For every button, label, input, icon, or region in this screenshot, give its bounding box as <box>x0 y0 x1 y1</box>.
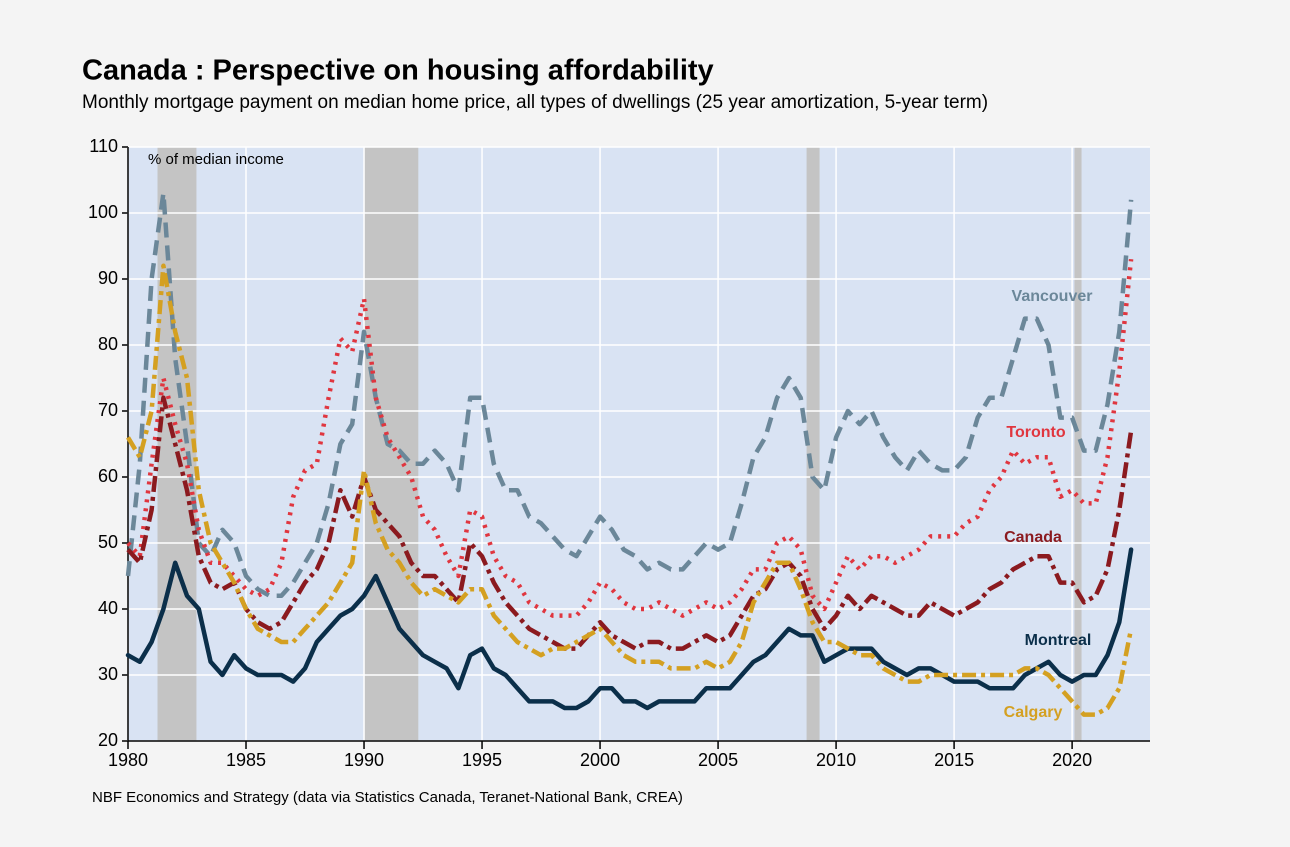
y-tick-label: 30 <box>98 664 118 684</box>
series-line <box>126 395 1134 651</box>
y-tick-label: 20 <box>98 730 118 750</box>
x-tick-label: 2015 <box>934 750 974 770</box>
y-tick-label: 90 <box>98 268 118 288</box>
series-line <box>125 190 1134 599</box>
series-line <box>126 263 1134 717</box>
series-label: Toronto <box>1006 424 1065 441</box>
x-tick-label: 1995 <box>462 750 502 770</box>
x-tick-label: 2005 <box>698 750 738 770</box>
recession-shade <box>806 147 820 741</box>
chart-title: Canada : Perspective on housing affordab… <box>82 55 714 87</box>
chart-subtitle: Monthly mortgage payment on median home … <box>82 92 988 113</box>
series-line <box>125 547 1134 711</box>
series-label: Vancouver <box>1012 288 1093 305</box>
y-tick-label: 80 <box>98 334 118 354</box>
y-axis-label: % of median income <box>148 151 284 168</box>
series-label: Calgary <box>1004 704 1063 721</box>
series-label: Montreal <box>1025 632 1092 649</box>
y-tick-label: 100 <box>88 202 118 222</box>
source: NBF Economics and Strategy (data via Sta… <box>92 789 683 806</box>
series-label: Canada <box>1004 529 1062 546</box>
y-tick-label: 50 <box>98 532 118 552</box>
x-tick-label: 2010 <box>816 750 856 770</box>
y-tick-label: 40 <box>98 598 118 618</box>
y-tick-label: 110 <box>89 136 118 156</box>
x-tick-label: 1985 <box>226 750 266 770</box>
x-tick-label: 2000 <box>580 750 620 770</box>
plot-area: 20 30 40 50 60 70 80 90 100 110 1980 1985 1990 1995 20… <box>88 136 1150 770</box>
x-tick-label: 2020 <box>1052 750 1092 770</box>
y-tick-label: 60 <box>98 466 118 486</box>
x-tick-label: 1980 <box>108 750 148 770</box>
recession-shade <box>1074 147 1082 741</box>
plot-background <box>128 147 1150 741</box>
y-tick-label: 70 <box>98 400 118 420</box>
x-tick-label: 1990 <box>344 750 384 770</box>
